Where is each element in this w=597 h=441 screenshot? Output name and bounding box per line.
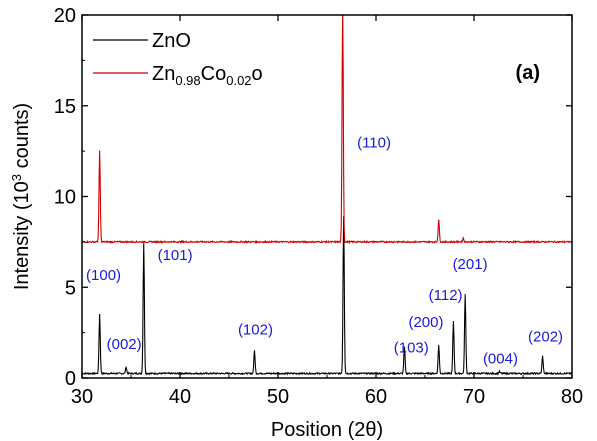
y-tick-label-0: 0 [65,368,76,390]
series-0-peak-9 [498,371,501,373]
y-tick-label-4: 20 [54,5,76,27]
y-axis-label-suffix: counts) [11,103,33,174]
x-axis-label: Position (2θ) [271,419,383,441]
series-0-peak-7 [452,321,455,323]
y-axis-label: Intensity (103 counts) [9,103,34,290]
y-tick-label-2: 10 [54,187,76,209]
peak-label-10: (202) [528,329,563,346]
peak-label-7: (112) [429,287,463,304]
peak-label-8: (201) [453,256,488,273]
series-0-peak-10 [542,355,544,357]
series-line-1 [82,15,572,245]
axis-ticks: 30 40 50 60 70 80 0 5 10 15 20 [54,5,583,408]
panel-label: (a) [516,62,540,84]
peak-label-3: (102) [238,321,273,338]
x-tick-label-0: 30 [71,386,93,408]
peak-label-1: (002) [107,336,142,353]
series-1-peak-2 [438,219,440,221]
series-0-peak-2 [143,243,145,245]
y-tick-label-3: 15 [54,96,76,118]
series-1-peak-1 [342,5,343,6]
series-1-peak-0 [99,150,101,152]
series-0-peak-0 [99,313,101,316]
peak-label-9: (004) [483,350,518,367]
series-0-peak-3 [253,350,256,352]
series-1-peak-3 [462,237,464,239]
y-axis-label-superscript: 3 [9,174,24,181]
x-tick-label-4: 70 [463,386,485,408]
series-0-peak-1 [125,366,127,368]
series-layer [82,5,572,376]
peak-label-2: (101) [158,247,193,264]
peak-annotations: (100) (002) (101) (102) (110) (103) (200) (112)… [86,134,563,367]
x-tick-label-1: 40 [169,386,191,408]
legend: ZnO Zn0.98Co0.02o [93,30,263,88]
legend-label-0: ZnO [152,30,191,52]
series-0-peak-5 [403,346,406,348]
y-axis-label-prefix: Intensity (10 [11,181,33,290]
series-line-0 [82,216,572,376]
peak-label-0: (100) [86,267,121,284]
series-0-peak-8 [464,293,466,296]
peak-label-6: (200) [408,314,443,331]
peak-label-5: (103) [394,340,429,357]
x-tick-label-2: 50 [267,386,289,408]
y-tick-label-1: 5 [65,277,76,299]
series-0-peak-6 [438,344,440,346]
x-tick-label-5: 80 [561,386,583,408]
x-tick-label-3: 60 [365,386,387,408]
legend-label-1: Zn0.98Co0.02o [152,63,263,88]
peak-label-4: (110) [357,134,391,151]
